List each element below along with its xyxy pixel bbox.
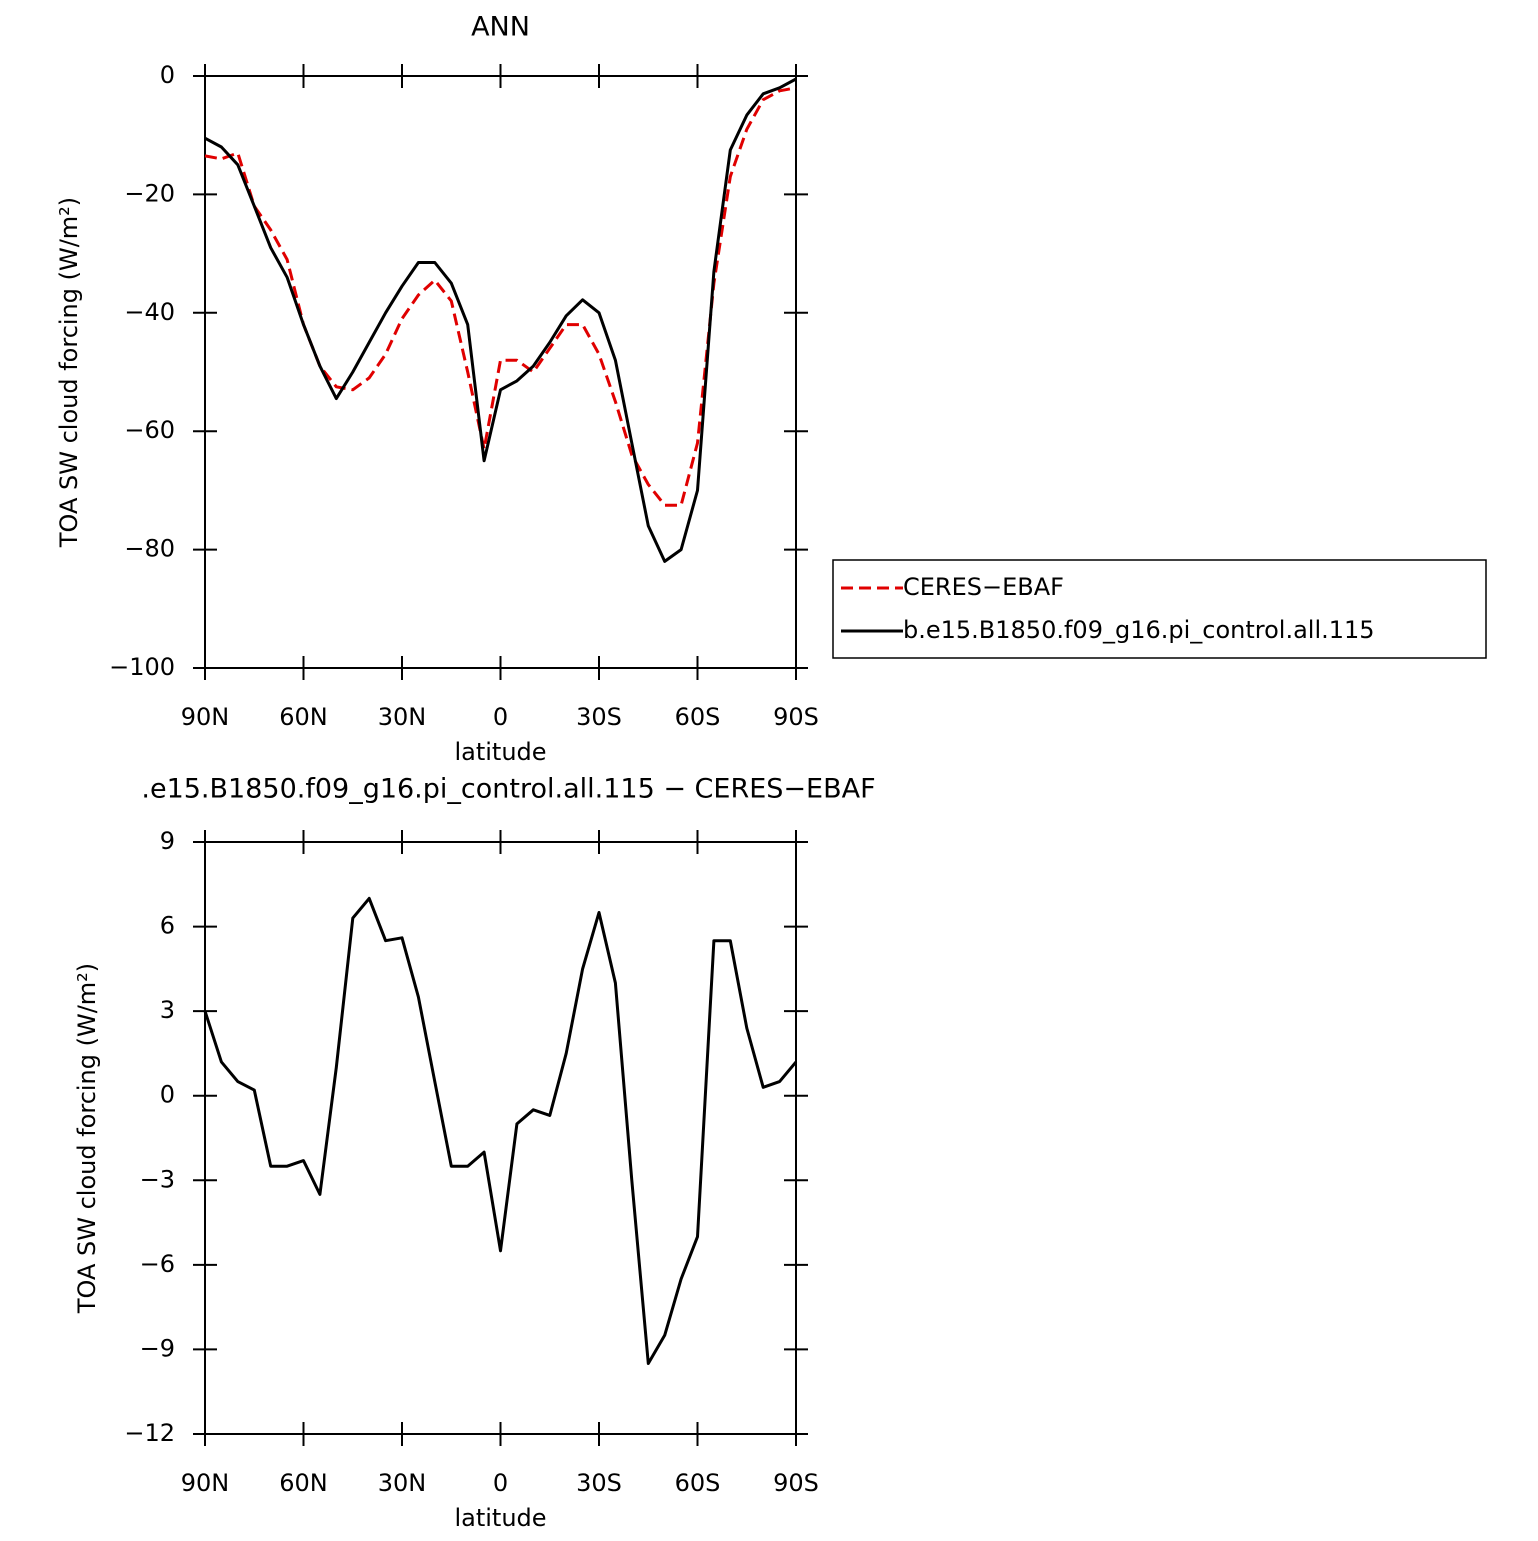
x-tick-label: 90N — [181, 703, 230, 731]
data-line — [204, 77, 797, 563]
x-axis-label: latitude — [454, 1504, 546, 1532]
x-tick-label: 30N — [378, 703, 427, 731]
plot-frame — [204, 841, 797, 1435]
x-tick-label: 60S — [675, 1469, 721, 1497]
y-tick-label: 0 — [160, 61, 175, 89]
y-axis-label: TOA SW cloud forcing (W/m²) — [73, 963, 101, 1314]
y-tick-label: −40 — [124, 298, 175, 326]
x-tick-label: 60S — [675, 703, 721, 731]
y-tick-label: −100 — [109, 653, 175, 681]
y-tick-label: −3 — [140, 1165, 175, 1193]
x-tick-label: 90S — [773, 1469, 819, 1497]
x-tick-label: 90N — [181, 1469, 230, 1497]
y-tick-label: −12 — [124, 1419, 175, 1447]
chart-title: ANN — [471, 12, 530, 43]
x-tick-label: 90S — [773, 703, 819, 731]
x-tick-label: 60N — [279, 1469, 328, 1497]
y-tick-label: 9 — [160, 827, 175, 855]
y-axis-label: TOA SW cloud forcing (W/m²) — [55, 197, 83, 548]
panel: .e15.B1850.f09_g16.pi_control.all.115 − … — [73, 774, 876, 1533]
x-tick-label: 60N — [279, 703, 328, 731]
y-tick-label: −60 — [124, 416, 175, 444]
x-tick-label: 30N — [378, 1469, 427, 1497]
data-line — [203, 896, 798, 1365]
x-tick-label: 30S — [576, 703, 622, 731]
legend-label: CERES−EBAF — [903, 573, 1064, 601]
legend-box — [832, 559, 1487, 659]
legend-label: b.e15.B1850.f09_g16.pi_control.all.115 — [903, 616, 1375, 644]
panel: ANN −100 −80 −60 −40 −20 0 90N 60N 30N 0 30S 60S 90S l… — [55, 12, 1487, 766]
y-tick-label: 3 — [160, 996, 175, 1024]
y-tick-label: −20 — [124, 179, 175, 207]
y-tick-label: −9 — [140, 1334, 175, 1362]
x-tick-label: 0 — [493, 703, 508, 731]
x-tick-label: 30S — [576, 1469, 622, 1497]
chart-title: .e15.B1850.f09_g16.pi_control.all.115 − … — [141, 774, 875, 805]
y-tick-label: −80 — [124, 535, 175, 563]
x-axis-label: latitude — [454, 738, 546, 766]
x-tick-label: 0 — [493, 1469, 508, 1497]
y-tick-label: 0 — [160, 1081, 175, 1109]
y-tick-label: −6 — [140, 1250, 175, 1278]
y-tick-label: 6 — [160, 912, 175, 940]
